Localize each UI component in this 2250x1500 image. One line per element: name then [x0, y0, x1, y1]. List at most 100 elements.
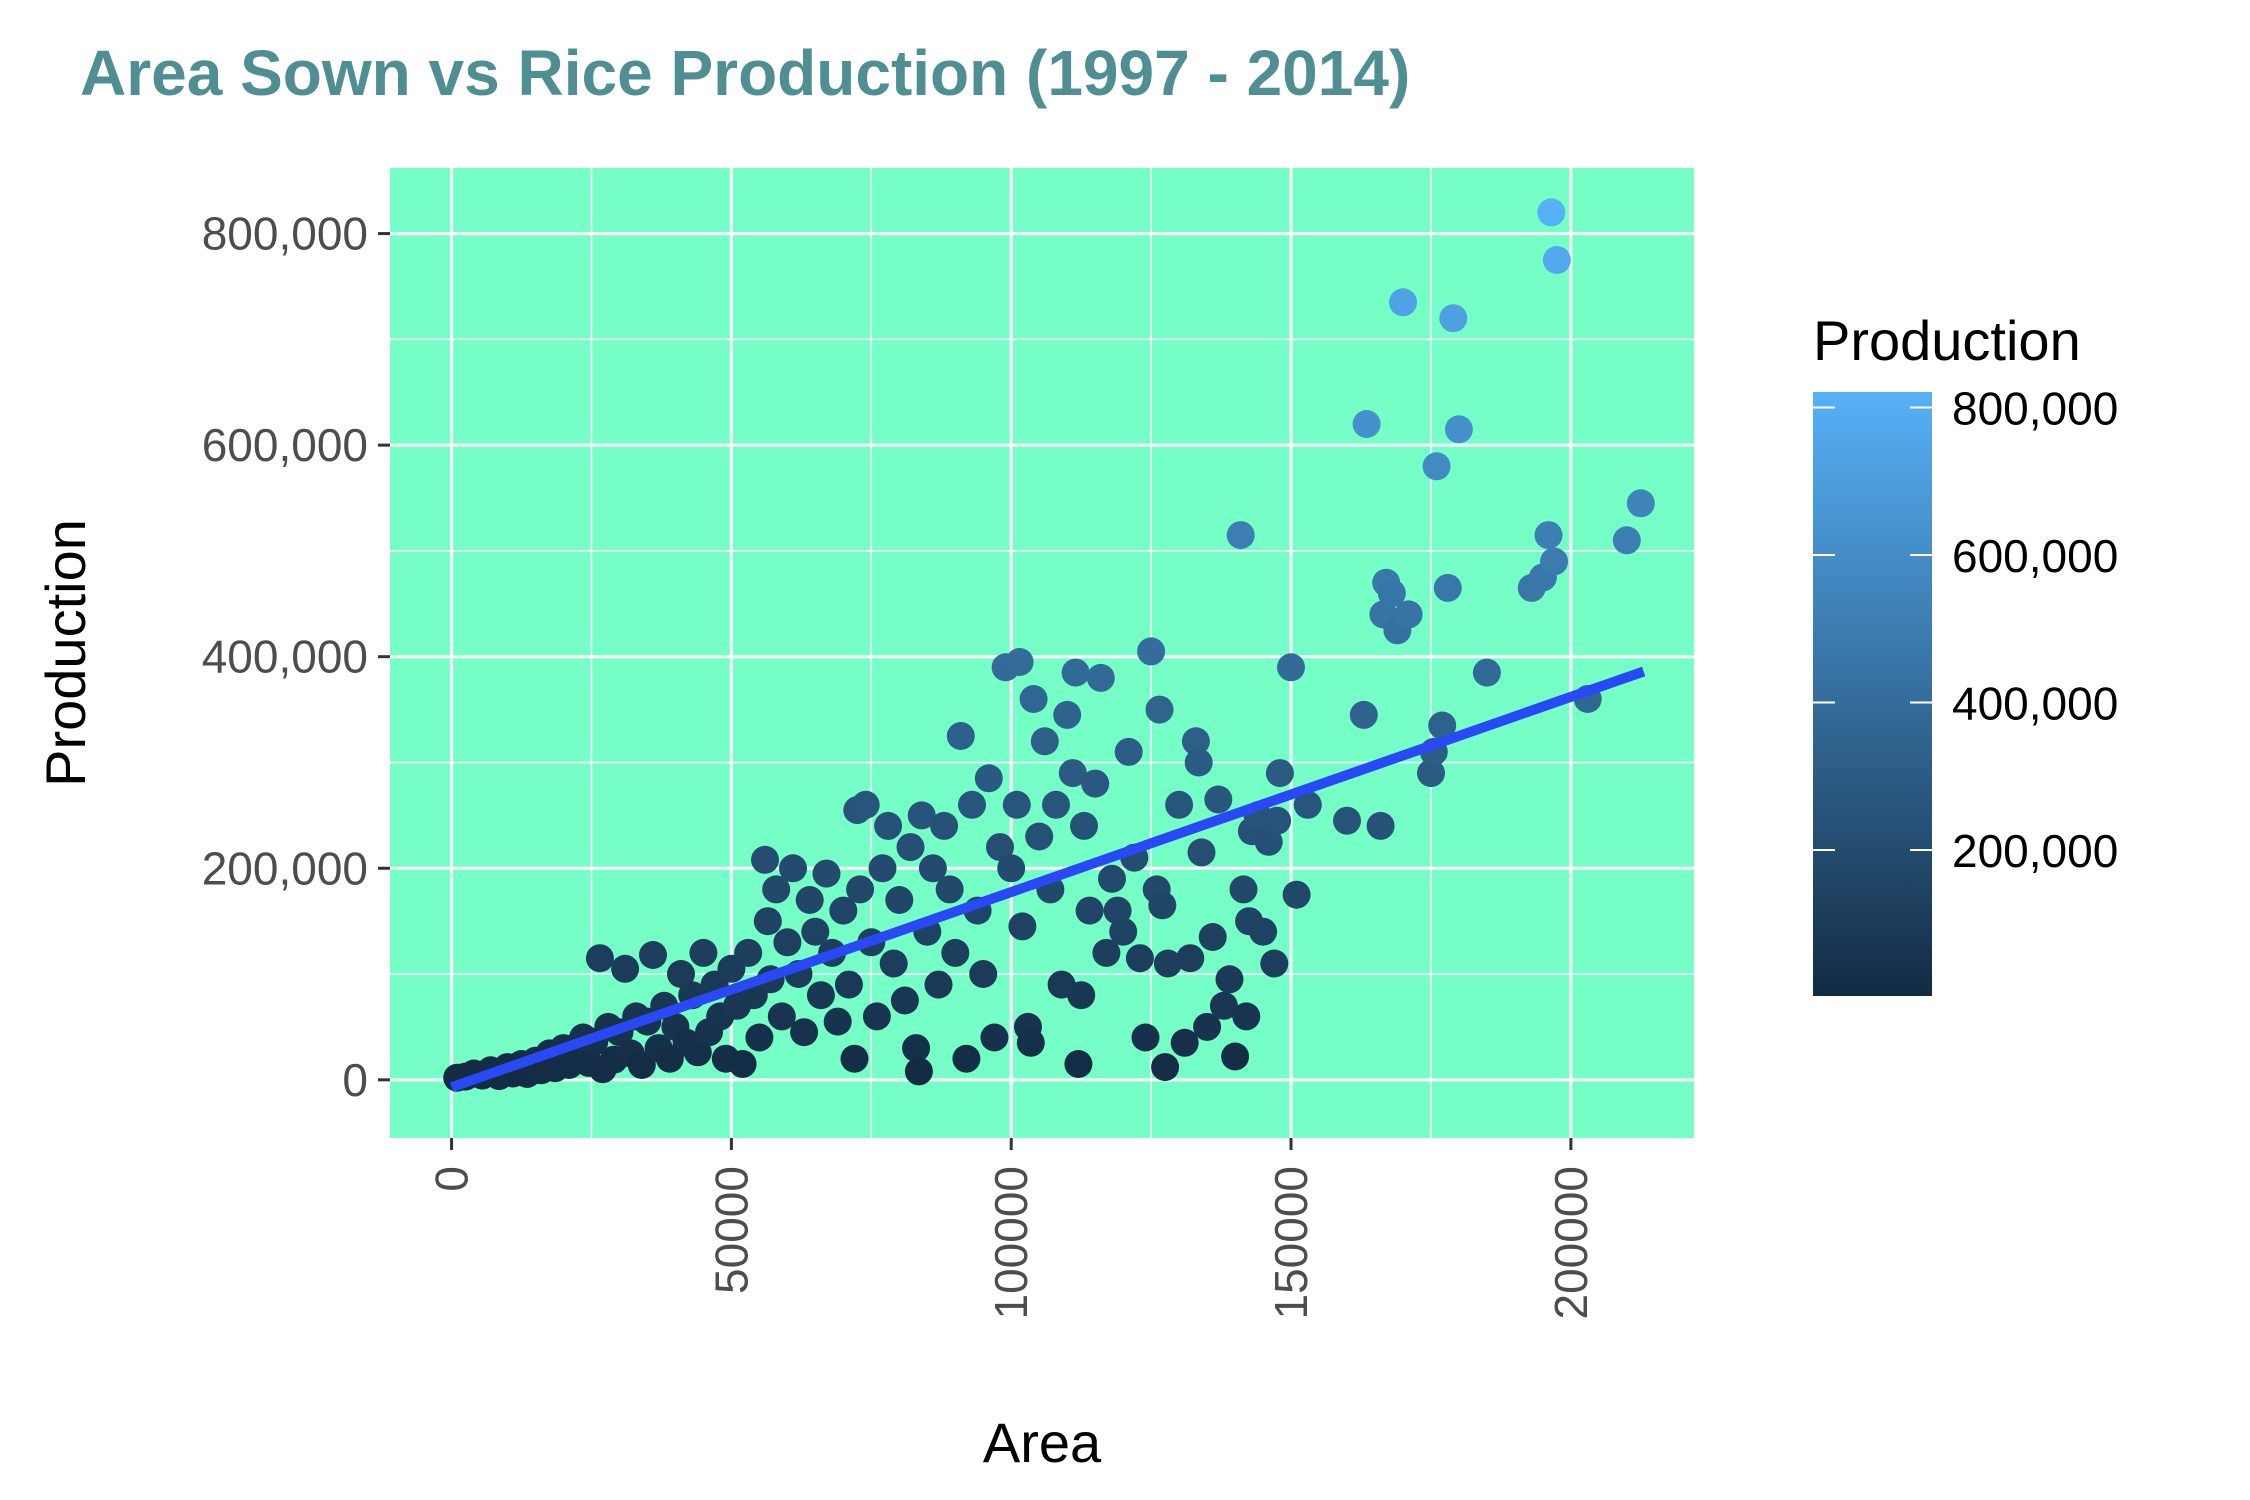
data-point	[874, 811, 903, 840]
data-point	[1165, 790, 1194, 819]
data-point	[734, 938, 763, 967]
data-point	[907, 801, 936, 830]
data-point	[806, 981, 835, 1010]
data-point	[1349, 700, 1378, 729]
x-tick-label: 150000	[1265, 1166, 1317, 1320]
data-point	[946, 722, 975, 750]
data-point	[1025, 822, 1054, 851]
data-point	[639, 941, 667, 969]
data-point	[902, 1034, 931, 1063]
x-tick-label: 100000	[985, 1166, 1037, 1320]
data-point	[1282, 880, 1311, 909]
data-point	[745, 1023, 774, 1052]
data-point	[1064, 1050, 1093, 1078]
data-point	[1145, 695, 1174, 724]
data-point	[1114, 737, 1143, 766]
data-point	[751, 845, 779, 874]
chart-title: Area Sown vs Rice Production (1997 - 201…	[80, 37, 1410, 109]
legend-tick-label: 200,000	[1952, 825, 2118, 877]
data-point	[1439, 304, 1468, 333]
data-point	[1389, 288, 1417, 317]
data-point	[1170, 1028, 1199, 1057]
data-point	[1153, 949, 1182, 978]
y-axis-title: Production	[34, 519, 97, 787]
data-point	[1417, 759, 1445, 788]
data-point	[1198, 923, 1227, 951]
data-point	[918, 854, 947, 883]
y-tick-label: 0	[342, 1054, 368, 1106]
data-point	[1265, 759, 1294, 788]
data-point	[974, 764, 1003, 793]
data-point	[958, 790, 986, 819]
data-point	[1209, 991, 1238, 1020]
data-point	[1181, 727, 1210, 756]
data-point	[969, 960, 998, 988]
data-point	[812, 859, 841, 888]
data-point	[611, 954, 640, 983]
x-axis-title: Area	[983, 1411, 1102, 1474]
data-point	[773, 928, 802, 957]
data-point	[980, 1023, 1009, 1052]
data-point	[1184, 748, 1213, 777]
data-point	[1542, 246, 1571, 274]
data-point	[834, 970, 863, 999]
data-point	[689, 938, 718, 967]
data-point	[823, 1007, 852, 1036]
data-point	[1215, 965, 1244, 994]
data-point	[1444, 415, 1473, 444]
data-point	[829, 896, 858, 925]
data-point	[1067, 981, 1096, 1010]
y-tick-label: 200,000	[202, 842, 368, 894]
plot-panel	[390, 168, 1694, 1138]
legend-tick-label: 400,000	[1952, 677, 2118, 729]
data-point	[1151, 1053, 1180, 1082]
data-point	[1058, 759, 1087, 788]
data-point	[1016, 1028, 1045, 1057]
data-point	[1333, 806, 1361, 835]
data-point	[1204, 785, 1233, 814]
data-point	[1098, 864, 1126, 893]
data-point	[1061, 658, 1090, 687]
y-tick-label: 400,000	[202, 631, 368, 683]
data-point	[767, 1002, 796, 1031]
data-point	[1137, 637, 1166, 666]
data-point	[851, 790, 880, 819]
data-point	[1433, 573, 1462, 602]
data-point	[997, 854, 1026, 883]
data-point	[868, 854, 897, 883]
data-point	[1176, 944, 1205, 973]
data-point	[879, 949, 908, 978]
x-tick-label: 200000	[1545, 1166, 1597, 1320]
data-point	[924, 970, 953, 999]
data-point	[728, 1050, 757, 1078]
data-point	[1263, 806, 1292, 835]
y-tick-label: 600,000	[202, 419, 368, 471]
data-point	[862, 1002, 891, 1031]
data-point	[1148, 891, 1177, 920]
data-point	[1249, 917, 1278, 946]
data-point	[930, 811, 959, 840]
legend-tick-label: 800,000	[1952, 382, 2118, 434]
legend-ticks: 200,000 400,000 600,000 800,000	[1813, 382, 2118, 877]
legend-tick-label: 600,000	[1952, 530, 2118, 582]
legend-title: Production	[1813, 309, 2081, 372]
data-point	[840, 1044, 869, 1073]
data-point	[762, 875, 791, 904]
minor-gridlines	[390, 168, 1694, 1138]
data-point	[801, 917, 830, 946]
data-point	[1226, 521, 1255, 550]
data-point	[1030, 727, 1059, 756]
data-point	[1254, 827, 1283, 856]
data-point	[1019, 685, 1048, 713]
data-point	[1042, 790, 1070, 819]
data-point	[896, 833, 925, 862]
data-point	[1394, 600, 1423, 629]
data-point	[1229, 875, 1258, 904]
data-point	[1193, 1012, 1222, 1041]
data-point	[1125, 944, 1154, 973]
data-point	[1005, 648, 1034, 676]
data-point	[1187, 838, 1216, 867]
data-point	[1092, 938, 1121, 967]
data-point	[890, 986, 919, 1015]
